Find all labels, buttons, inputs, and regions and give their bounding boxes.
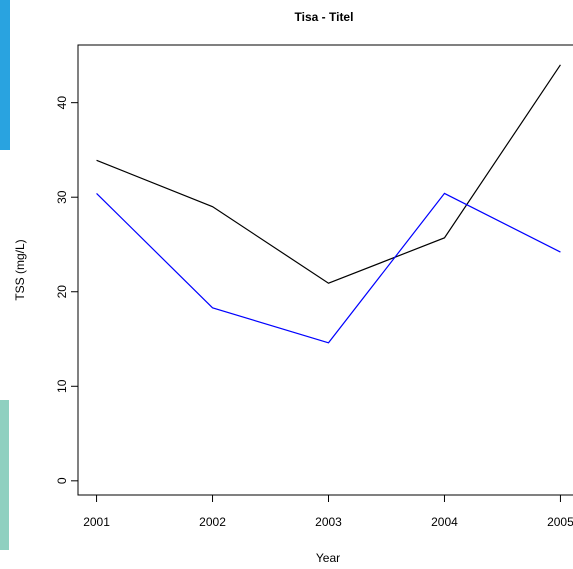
x-tick-label: 2003 xyxy=(315,515,342,529)
y-axis-label: TSS (mg/L) xyxy=(13,239,27,300)
y-tick-label: 40 xyxy=(55,96,69,110)
y-tick-label: 10 xyxy=(55,379,69,393)
y-tick-label: 0 xyxy=(55,477,69,484)
y-tick-label: 30 xyxy=(55,190,69,204)
x-tick-label: 2005 xyxy=(547,515,573,529)
background-fragment xyxy=(0,400,9,550)
x-tick-label: 2001 xyxy=(83,515,110,529)
background-fragment xyxy=(0,0,10,150)
line-series xyxy=(97,193,561,342)
y-tick-label: 20 xyxy=(55,285,69,299)
page: Tisa - Titel Year TSS (mg/L) 0 10 20 30 40 20… xyxy=(0,0,573,569)
x-tick-label: 2002 xyxy=(199,515,226,529)
x-tick-label: 2004 xyxy=(431,515,458,529)
x-axis-label: Year xyxy=(316,551,340,565)
plot-box xyxy=(78,45,573,495)
chart-title: Tisa - Titel xyxy=(295,10,354,24)
line-series xyxy=(97,65,561,283)
chart: Tisa - Titel Year TSS (mg/L) 0 10 20 30 40 20… xyxy=(0,0,573,569)
